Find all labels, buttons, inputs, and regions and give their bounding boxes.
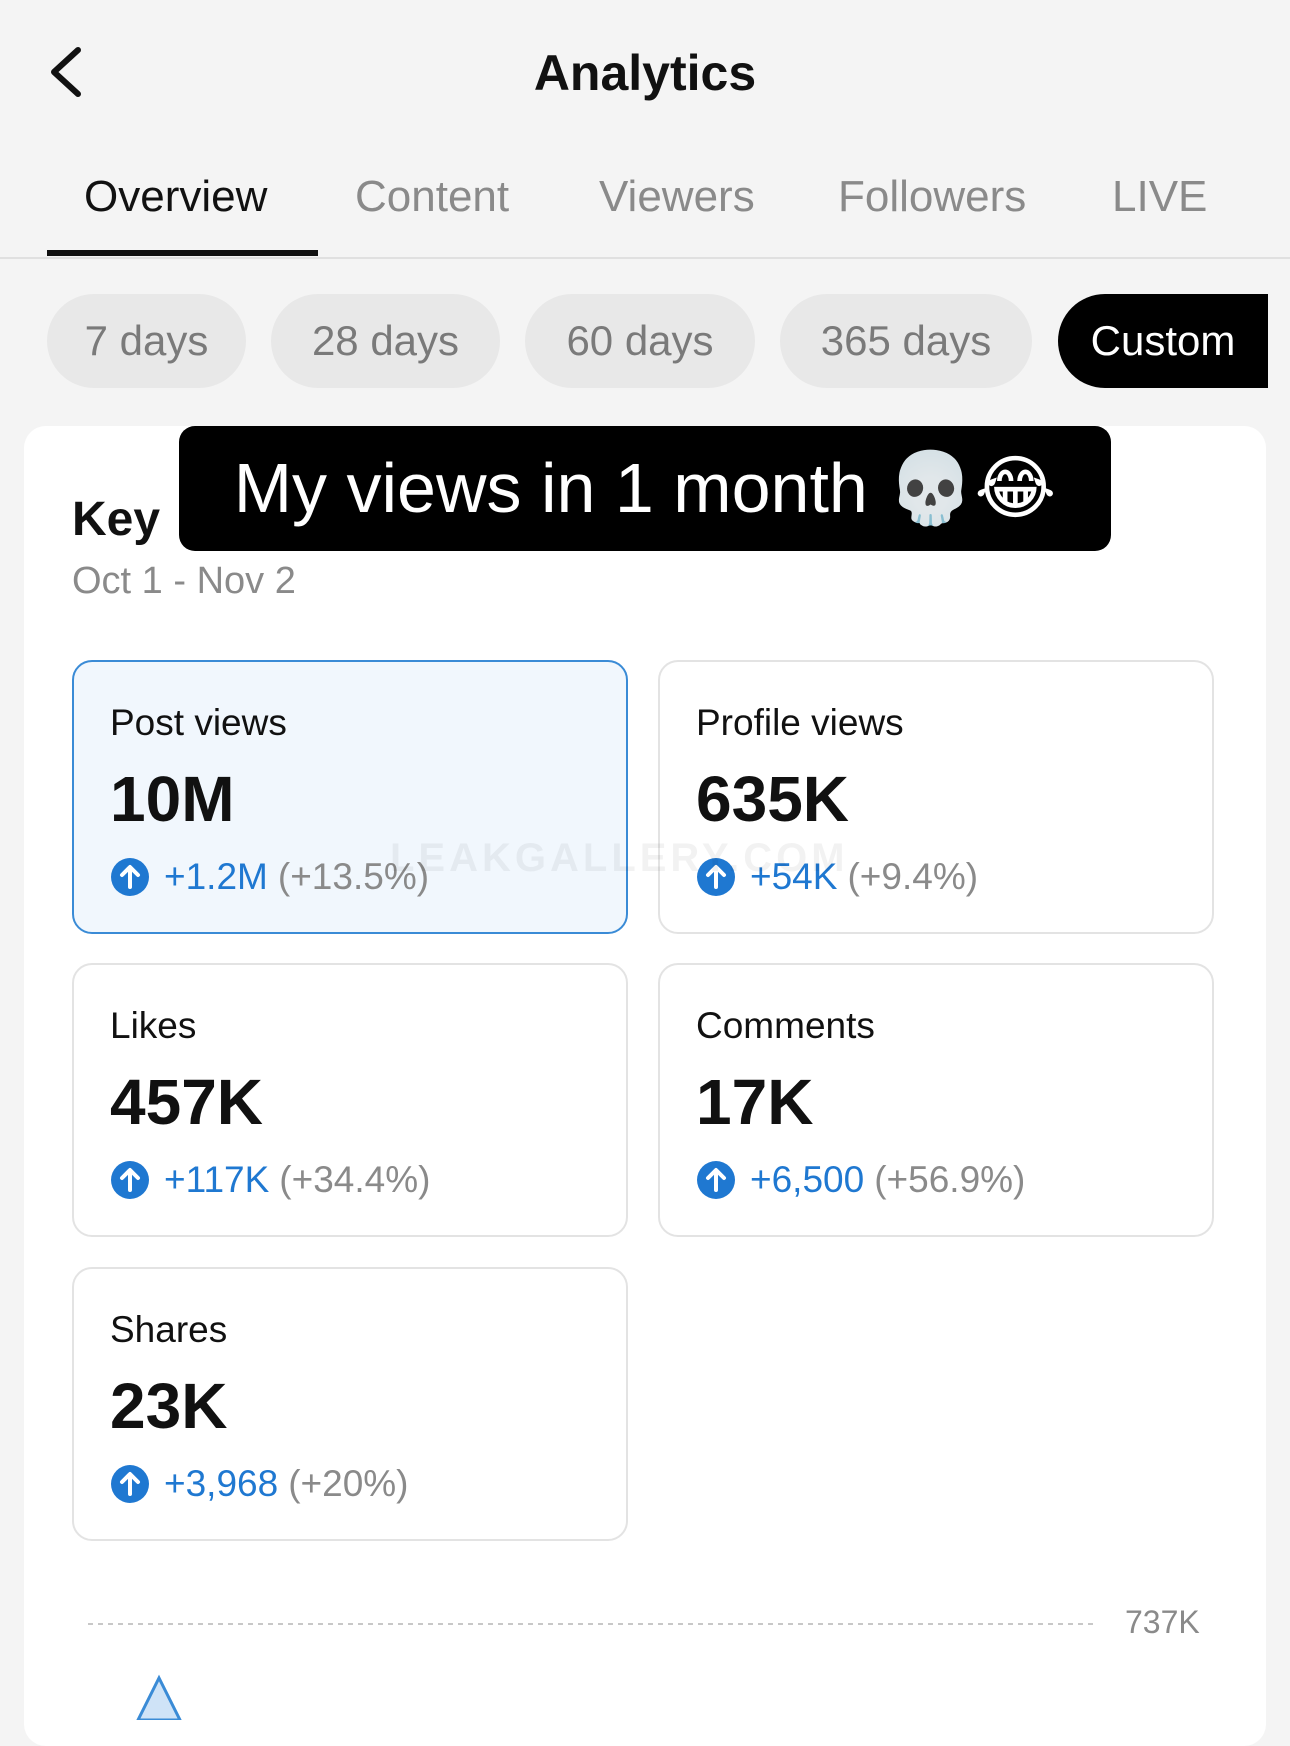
metric-card[interactable]: Post views 10M +1.2M (+13.5%)	[72, 660, 628, 934]
range-pill[interactable]: 60 days	[525, 294, 755, 388]
page-title: Analytics	[533, 45, 757, 101]
tab[interactable]: Overview	[84, 172, 268, 221]
metric-card[interactable]: Shares 23K +3,968 (+20%)	[72, 1267, 628, 1541]
back-button[interactable]	[44, 44, 88, 100]
watermark: LEAKGALLERY.COM	[390, 836, 849, 880]
metric-value: 457K	[110, 1066, 263, 1138]
metric-label: Comments	[696, 1005, 875, 1046]
section-title: Key	[72, 493, 161, 546]
up-icon	[111, 858, 149, 896]
metric-change: +3,968 (+20%)	[110, 1463, 409, 1505]
change-pct: (+9.4%)	[847, 856, 979, 897]
metric-card[interactable]: Comments 17K +6,500 (+56.9%)	[658, 963, 1214, 1237]
date-range: Oct 1 - Nov 2	[72, 560, 296, 602]
metric-change: +54K (+9.4%)	[696, 856, 978, 898]
metric-value: 10M	[110, 763, 235, 835]
metric-label: Likes	[110, 1005, 197, 1046]
change-pct: (+13.5%)	[277, 856, 430, 897]
change-value: +54K	[750, 856, 838, 897]
metric-card[interactable]: Likes 457K +117K (+34.4%)	[72, 963, 628, 1237]
up-icon	[111, 1161, 149, 1199]
metric-value: 635K	[696, 763, 849, 835]
range-pill[interactable]: 365 days	[780, 294, 1032, 388]
range-pill[interactable]: Custom	[1058, 294, 1268, 388]
tab[interactable]: Content	[355, 172, 510, 221]
metric-label: Post views	[110, 702, 287, 743]
change-value: +6,500	[750, 1159, 865, 1200]
metric-card[interactable]: Profile views 635K +54K (+9.4%)	[658, 660, 1214, 934]
range-pill[interactable]: 7 days	[47, 294, 246, 388]
up-icon	[111, 1465, 149, 1503]
metric-change: +1.2M (+13.5%)	[110, 856, 429, 898]
y-tick-label: 737K	[1125, 1604, 1200, 1640]
divider	[0, 257, 1290, 259]
tab[interactable]: LIVE	[1112, 172, 1208, 221]
metric-value: 17K	[696, 1066, 814, 1138]
up-icon	[697, 1161, 735, 1199]
metric-change: +117K (+34.4%)	[110, 1159, 430, 1201]
tab-indicator	[47, 250, 318, 256]
up-icon	[697, 858, 735, 896]
metric-label: Shares	[110, 1309, 228, 1350]
chart-area	[136, 1674, 182, 1720]
chart	[88, 1623, 1097, 1720]
metric-label: Profile views	[696, 702, 904, 743]
change-pct: (+20%)	[288, 1463, 409, 1504]
change-pct: (+56.9%)	[874, 1159, 1026, 1200]
tab[interactable]: Followers	[838, 172, 1027, 221]
tab[interactable]: Viewers	[599, 172, 755, 221]
metric-value: 23K	[110, 1370, 228, 1442]
range-pill[interactable]: 28 days	[271, 294, 500, 388]
change-value: +3,968	[164, 1463, 279, 1504]
caption: My views in 1 month 💀😂	[179, 426, 1111, 551]
change-value: +117K	[164, 1159, 270, 1200]
change-pct: (+34.4%)	[279, 1159, 431, 1200]
metric-change: +6,500 (+56.9%)	[696, 1159, 1025, 1201]
change-value: +1.2M	[164, 856, 268, 897]
